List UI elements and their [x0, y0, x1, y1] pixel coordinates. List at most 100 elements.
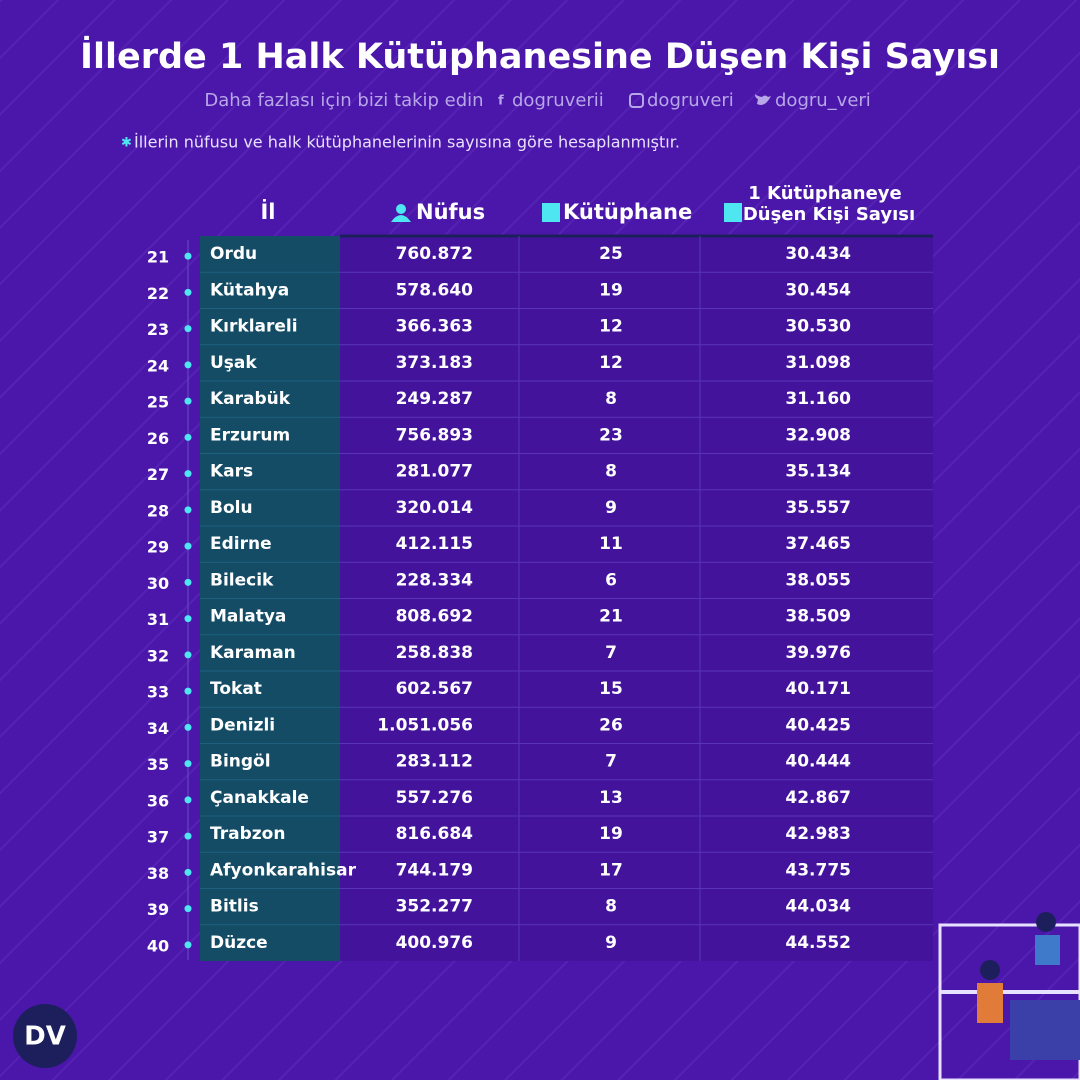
population: 412.115	[396, 534, 473, 554]
province: Afyonkarahisar	[210, 860, 357, 880]
libraries: 12	[599, 317, 623, 337]
province: Kütahya	[210, 280, 289, 300]
facebook-icon: f	[498, 94, 504, 109]
libraries: 13	[599, 788, 623, 808]
people-per-library: 38.055	[785, 570, 851, 590]
province: Edirne	[210, 534, 272, 554]
logo-circle	[13, 1004, 77, 1068]
population: 756.893	[396, 425, 473, 445]
population: 1.051.056	[377, 715, 473, 735]
dot	[184, 288, 192, 296]
people-per-library: 40.444	[785, 752, 851, 772]
dot	[184, 868, 192, 876]
people-per-library: 43.775	[785, 860, 851, 880]
population: 352.277	[396, 897, 473, 917]
illustration	[938, 912, 1080, 1082]
province: Düzce	[210, 933, 268, 953]
province: Malatya	[210, 607, 286, 627]
population: 400.976	[396, 933, 473, 953]
col-header: İl	[260, 199, 275, 224]
libraries: 7	[605, 752, 617, 772]
people-per-library: 42.983	[785, 824, 851, 844]
library-icon	[542, 203, 560, 222]
population: 366.363	[396, 317, 473, 337]
population: 249.287	[396, 389, 473, 409]
province: Bolu	[210, 498, 253, 518]
rank: 35	[147, 755, 169, 774]
libraries: 7	[605, 643, 617, 663]
dot	[184, 470, 192, 478]
province: Bilecik	[210, 570, 274, 590]
people-per-library: 31.160	[785, 389, 851, 409]
rank: 33	[147, 683, 169, 702]
dot	[184, 905, 192, 913]
libraries: 8	[605, 462, 617, 482]
dot	[184, 760, 192, 768]
people-per-library: 30.434	[785, 244, 851, 264]
province: Erzurum	[210, 425, 290, 445]
rank: 21	[147, 248, 169, 267]
library-icon	[724, 203, 742, 222]
people-per-library: 38.509	[785, 607, 851, 627]
population: 816.684	[396, 824, 474, 844]
people-per-library: 30.454	[785, 280, 851, 300]
rank: 38	[147, 864, 169, 883]
dot	[184, 433, 192, 441]
libraries: 9	[605, 498, 617, 518]
people-per-library: 40.171	[785, 679, 851, 699]
population: 760.872	[396, 244, 473, 264]
dot	[184, 542, 192, 550]
rank: 36	[147, 791, 169, 810]
libraries: 21	[599, 607, 623, 627]
population: 320.014	[396, 498, 474, 518]
dot	[184, 325, 192, 333]
person-icon	[391, 215, 411, 222]
dot	[184, 615, 192, 623]
people-per-library: 30.530	[785, 317, 851, 337]
note-mark: ✱	[121, 136, 132, 151]
libraries: 9	[605, 933, 617, 953]
dot	[184, 397, 192, 405]
dot	[184, 687, 192, 695]
dot	[184, 941, 192, 949]
libraries: 6	[605, 570, 617, 590]
rank: 26	[147, 429, 169, 448]
dot	[184, 252, 192, 260]
rank: 40	[147, 936, 169, 955]
province: Denizli	[210, 715, 275, 735]
instagram-icon	[629, 93, 644, 108]
dot	[184, 796, 192, 804]
population: 808.692	[396, 607, 473, 627]
dot	[184, 651, 192, 659]
population: 281.077	[396, 462, 473, 482]
libraries: 25	[599, 244, 623, 264]
follow-text: Daha fazlası için bizi takip edin	[204, 90, 483, 111]
rank: 31	[147, 610, 169, 629]
dot	[184, 832, 192, 840]
instagram-handle: dogruveri	[647, 90, 734, 111]
person-icon	[396, 204, 406, 214]
libraries: 8	[605, 897, 617, 917]
people-per-library: 37.465	[785, 534, 851, 554]
rank: 27	[147, 465, 169, 484]
rank: 22	[147, 284, 169, 303]
population: 557.276	[396, 788, 473, 808]
dot	[184, 723, 192, 731]
rank: 34	[147, 719, 169, 738]
rank: 37	[147, 828, 169, 847]
libraries: 19	[599, 824, 623, 844]
twitter-icon	[755, 94, 771, 105]
col-header: Nüfus	[416, 200, 485, 224]
rank: 32	[147, 646, 169, 665]
rank: 28	[147, 501, 169, 520]
population: 744.179	[396, 860, 473, 880]
people-per-library: 31.098	[785, 353, 851, 373]
population: 602.567	[396, 679, 473, 699]
province: Trabzon	[210, 824, 285, 844]
people-per-library: 32.908	[785, 425, 851, 445]
libraries: 11	[599, 534, 623, 554]
people-per-library: 44.034	[785, 897, 851, 917]
province: Karaman	[210, 643, 296, 663]
facebook-handle: dogruverii	[512, 90, 604, 111]
